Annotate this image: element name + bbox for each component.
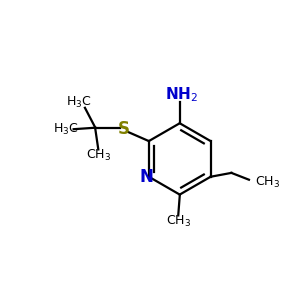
Text: CH$_3$: CH$_3$: [255, 175, 280, 190]
Text: CH$_3$: CH$_3$: [86, 148, 111, 164]
Text: NH$_2$: NH$_2$: [165, 86, 198, 104]
Text: CH$_3$: CH$_3$: [166, 214, 191, 230]
Text: S: S: [118, 120, 130, 138]
Text: N: N: [140, 168, 153, 186]
Text: H$_3$C: H$_3$C: [53, 122, 78, 137]
Text: H$_3$C: H$_3$C: [66, 95, 92, 110]
